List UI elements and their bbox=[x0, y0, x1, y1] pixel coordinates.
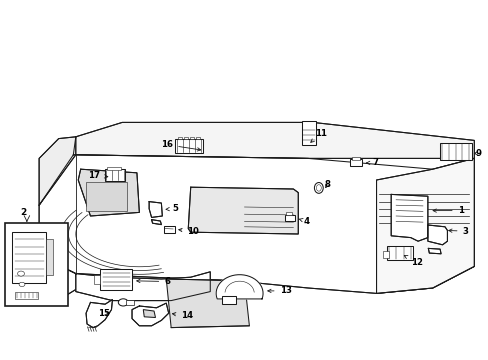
Bar bbox=[15, 292, 38, 299]
Bar bbox=[85, 182, 127, 211]
Text: 10: 10 bbox=[179, 227, 199, 236]
Text: 7: 7 bbox=[366, 158, 378, 167]
Bar bbox=[12, 232, 46, 283]
Polygon shape bbox=[188, 187, 298, 234]
Text: 11: 11 bbox=[310, 129, 326, 142]
Polygon shape bbox=[78, 169, 139, 216]
Text: 17: 17 bbox=[88, 171, 107, 180]
Bar bbox=[222, 296, 236, 304]
Bar bbox=[349, 159, 362, 166]
Bar bbox=[178, 137, 182, 139]
Polygon shape bbox=[73, 122, 473, 169]
Polygon shape bbox=[151, 220, 161, 225]
Text: 13: 13 bbox=[267, 287, 291, 295]
Text: 16: 16 bbox=[161, 140, 201, 151]
Polygon shape bbox=[166, 279, 249, 328]
Bar bbox=[195, 137, 199, 139]
Text: 12: 12 bbox=[404, 256, 422, 266]
Text: 4: 4 bbox=[298, 217, 309, 226]
Polygon shape bbox=[376, 158, 473, 293]
Bar bbox=[46, 239, 53, 275]
Text: 6: 6 bbox=[137, 277, 170, 286]
Bar bbox=[351, 157, 359, 160]
Bar bbox=[285, 212, 292, 215]
Text: 2: 2 bbox=[20, 208, 26, 217]
Bar bbox=[183, 137, 187, 139]
Polygon shape bbox=[427, 225, 447, 245]
Bar bbox=[439, 143, 471, 160]
Polygon shape bbox=[34, 256, 78, 297]
Ellipse shape bbox=[316, 185, 321, 191]
Bar bbox=[126, 300, 134, 305]
Polygon shape bbox=[149, 202, 162, 217]
Bar bbox=[386, 246, 412, 260]
Polygon shape bbox=[143, 310, 155, 318]
Bar bbox=[302, 121, 315, 145]
Text: 9: 9 bbox=[473, 149, 480, 158]
Polygon shape bbox=[86, 300, 112, 328]
Polygon shape bbox=[39, 155, 473, 293]
Text: 3: 3 bbox=[448, 227, 468, 236]
Polygon shape bbox=[39, 137, 76, 205]
Polygon shape bbox=[390, 194, 427, 241]
Circle shape bbox=[19, 282, 25, 287]
Bar bbox=[382, 251, 388, 258]
Bar bbox=[284, 215, 295, 221]
Bar bbox=[104, 169, 125, 181]
Polygon shape bbox=[216, 275, 263, 299]
Text: 15: 15 bbox=[98, 309, 110, 318]
Bar bbox=[100, 269, 132, 290]
Text: 1: 1 bbox=[432, 206, 463, 215]
Text: 5: 5 bbox=[165, 204, 178, 213]
Circle shape bbox=[18, 271, 24, 276]
Bar bbox=[5, 223, 68, 306]
Text: 14: 14 bbox=[172, 311, 192, 320]
Circle shape bbox=[118, 299, 128, 306]
Polygon shape bbox=[132, 303, 168, 326]
Text: 8: 8 bbox=[324, 180, 330, 189]
Polygon shape bbox=[427, 248, 440, 254]
Bar bbox=[163, 226, 174, 233]
Bar bbox=[189, 137, 193, 139]
Bar bbox=[94, 275, 100, 284]
Bar bbox=[175, 139, 203, 153]
Bar bbox=[106, 167, 121, 170]
Polygon shape bbox=[76, 272, 210, 301]
Ellipse shape bbox=[314, 183, 323, 193]
